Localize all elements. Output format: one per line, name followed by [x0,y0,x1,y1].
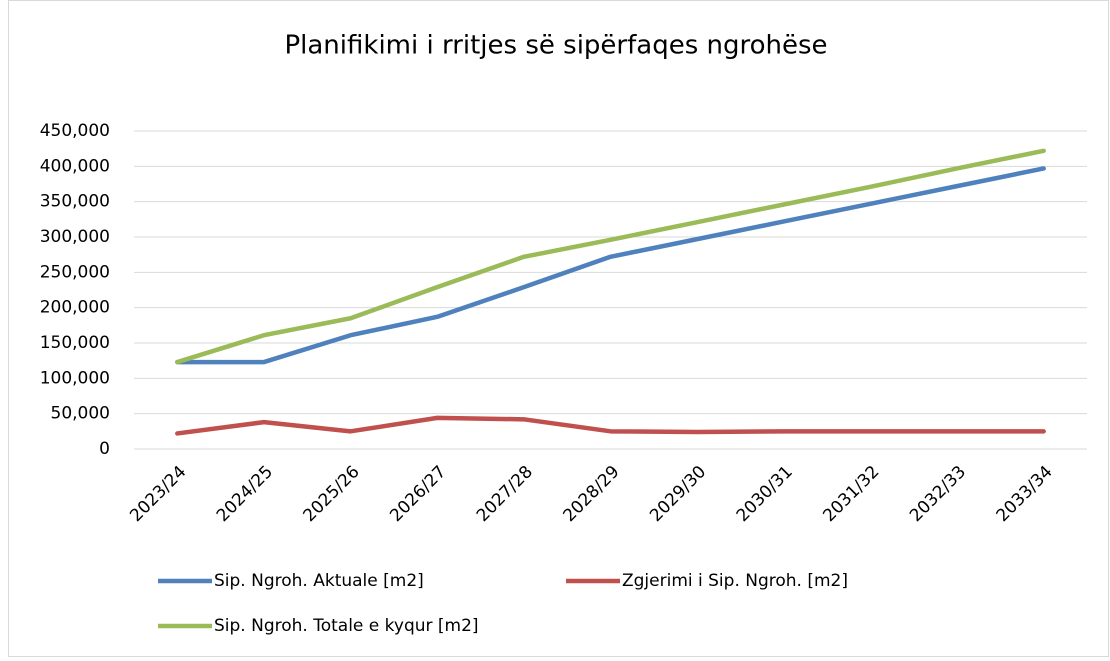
chart-border [8,0,1109,657]
y-tick-label: 450,000 [40,121,110,141]
y-tick-label: 150,000 [40,333,110,353]
y-tick-label: 300,000 [40,227,110,247]
y-tick-label: 50,000 [51,404,110,424]
series-line [175,166,1046,365]
legend-label: Sip. Ngroh. Aktuale [m2] [214,571,424,591]
series-line [175,148,1046,365]
y-tick-label: 350,000 [40,192,110,212]
y-tick-label: 400,000 [40,156,110,176]
y-tick-label: 100,000 [40,368,110,388]
legend-label: Zgjerimi i Sip. Ngroh. [m2] [622,571,848,591]
y-tick-label: 0 [99,439,110,459]
y-tick-label: 250,000 [40,262,110,282]
chart-title: Planifikimi i rritjes së sipërfaqes ngro… [284,31,827,61]
y-tick-label: 200,000 [40,298,110,318]
legend-label: Sip. Ngroh. Totale e kyqur [m2] [214,616,479,636]
series-line [175,415,1046,436]
